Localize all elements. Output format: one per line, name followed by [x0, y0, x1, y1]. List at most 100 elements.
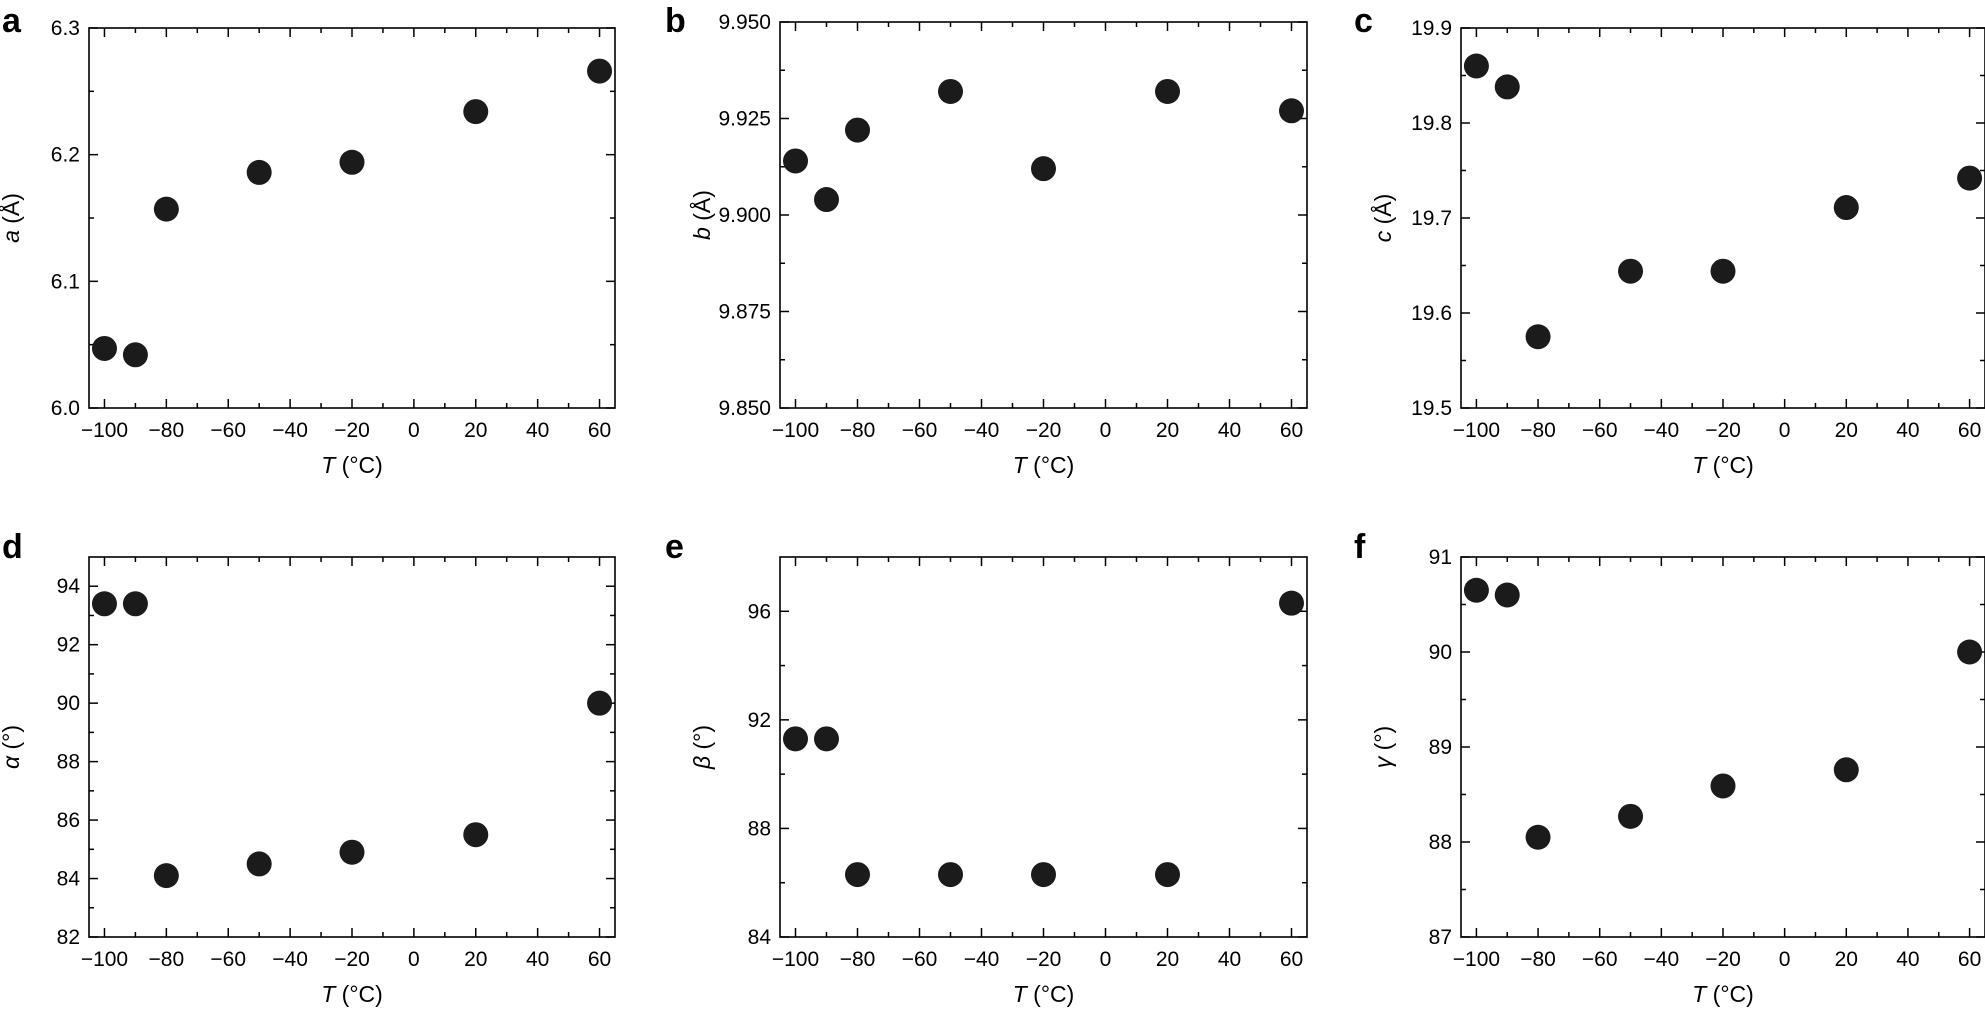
data-point-b [1279, 98, 1304, 124]
x-tick-label-a: −100 [81, 419, 128, 442]
y-tick-label-a: 6.0 [51, 397, 80, 420]
x-tick-label-f: −20 [1705, 948, 1741, 971]
x-tick-label-e: −100 [772, 948, 819, 971]
x-tick-label-a: 40 [526, 419, 549, 442]
y-axis-title-d: α (°) [0, 725, 24, 769]
y-tick-label-f: 87 [1429, 926, 1452, 949]
data-point-a [339, 149, 365, 175]
data-point-b [845, 117, 870, 143]
x-tick-label-f: −40 [1644, 948, 1680, 971]
x-tick-label-b: −20 [1026, 419, 1062, 442]
y-tick-label-b: 9.950 [718, 11, 771, 34]
y-tick-label-b: 9.900 [718, 204, 771, 227]
panel-letter-b: b [665, 2, 686, 40]
y-tick-label-d: 88 [57, 751, 80, 774]
data-point-d [587, 690, 613, 716]
x-tick-label-e: −60 [902, 948, 938, 971]
x-tick-label-e: 20 [1156, 948, 1179, 971]
y-tick-label-c: 19.7 [1411, 207, 1452, 230]
x-tick-label-f: −80 [1520, 948, 1556, 971]
data-point-b [1031, 156, 1056, 182]
y-tick-label-e: 96 [748, 600, 771, 623]
x-tick-label-d: −100 [81, 948, 128, 971]
x-tick-label-f: 0 [1779, 948, 1791, 971]
data-point-d [122, 591, 148, 617]
x-axis-title-b: T (°C) [1013, 452, 1075, 478]
data-point-a [246, 159, 272, 185]
x-tick-label-f: −100 [1453, 948, 1500, 971]
data-point-e [1031, 862, 1056, 888]
data-point-a [587, 58, 613, 84]
x-tick-label-c: −20 [1705, 419, 1741, 442]
y-tick-label-c: 19.8 [1411, 112, 1452, 135]
data-point-d [463, 822, 489, 848]
x-tick-label-d: −80 [149, 948, 185, 971]
x-axis-title-f: T (°C) [1692, 981, 1754, 1007]
data-point-b [783, 148, 808, 174]
x-tick-label-b: −80 [840, 419, 876, 442]
data-point-d [339, 839, 365, 865]
x-tick-label-c: 0 [1779, 419, 1791, 442]
panel-letter-c: c [1354, 2, 1373, 40]
plot-frame-c [1460, 27, 1985, 409]
x-tick-label-c: 20 [1835, 419, 1858, 442]
y-axis-title-a: a (Å) [0, 193, 24, 243]
data-point-c [1525, 324, 1551, 350]
x-tick-label-d: −60 [210, 948, 246, 971]
x-tick-label-b: 0 [1100, 419, 1112, 442]
y-tick-label-c: 19.6 [1411, 302, 1452, 325]
x-tick-label-b: 60 [1280, 419, 1303, 442]
data-point-d [153, 863, 179, 889]
y-tick-label-a: 6.1 [51, 270, 80, 293]
panel-letter-f: f [1354, 528, 1366, 566]
data-point-a [153, 196, 179, 222]
x-tick-label-a: −40 [272, 419, 308, 442]
x-tick-label-f: 60 [1958, 948, 1981, 971]
data-point-f [1618, 803, 1644, 829]
x-tick-label-a: 20 [464, 419, 487, 442]
data-point-f [1710, 773, 1736, 799]
panel-letter-e: e [665, 528, 684, 566]
x-tick-label-a: −80 [149, 419, 185, 442]
x-tick-label-d: 60 [588, 948, 611, 971]
panel-d: d −100 −80 −60 −40 −20 0 20 40 60 82 84 86 88 90 92 94 T … [0, 528, 616, 1007]
data-point-c [1957, 165, 1983, 191]
x-tick-label-c: 60 [1958, 419, 1981, 442]
y-tick-label-c: 19.5 [1411, 397, 1452, 420]
data-point-b [938, 78, 963, 104]
x-tick-label-b: 40 [1218, 419, 1241, 442]
x-tick-label-f: 20 [1835, 948, 1858, 971]
data-point-f [1833, 757, 1859, 783]
y-tick-label-f: 89 [1429, 736, 1452, 759]
y-tick-label-b: 9.850 [718, 397, 771, 420]
x-tick-label-c: 40 [1896, 419, 1919, 442]
panel-e: e −100 −80 −60 −40 −20 0 20 40 60 84 88 92 96 T (°C) β … [665, 528, 1308, 1007]
x-tick-label-b: −40 [964, 419, 1000, 442]
x-tick-label-e: −40 [964, 948, 1000, 971]
panel-letter-a: a [2, 2, 22, 40]
data-point-e [938, 862, 963, 888]
y-axis-title-c: c (Å) [1369, 194, 1396, 243]
x-tick-label-f: −60 [1582, 948, 1618, 971]
x-axis-title-d: T (°C) [321, 981, 383, 1007]
data-point-d [91, 591, 117, 617]
y-tick-label-d: 90 [57, 692, 80, 715]
x-axis-title-a: T (°C) [321, 452, 383, 478]
x-tick-label-b: −100 [772, 419, 819, 442]
panel-b: b −100 −80 −60 −40 −20 0 20 40 60 9.850 9.875 9.900 9… [665, 2, 1308, 478]
data-point-e [814, 726, 839, 752]
data-point-f [1494, 582, 1520, 608]
data-point-e [783, 726, 808, 752]
x-tick-label-a: 60 [588, 419, 611, 442]
y-tick-label-f: 88 [1429, 831, 1452, 854]
y-tick-label-f: 91 [1429, 546, 1452, 569]
y-tick-label-b: 9.875 [718, 301, 771, 324]
y-axis-title-f: γ (°) [1370, 726, 1396, 768]
x-tick-label-e: −20 [1026, 948, 1062, 971]
y-tick-label-d: 92 [57, 634, 80, 657]
x-tick-label-c: −60 [1582, 419, 1618, 442]
y-tick-label-e: 84 [748, 926, 772, 949]
plot-frame-f [1460, 556, 1985, 938]
y-tick-label-d: 82 [57, 926, 80, 949]
